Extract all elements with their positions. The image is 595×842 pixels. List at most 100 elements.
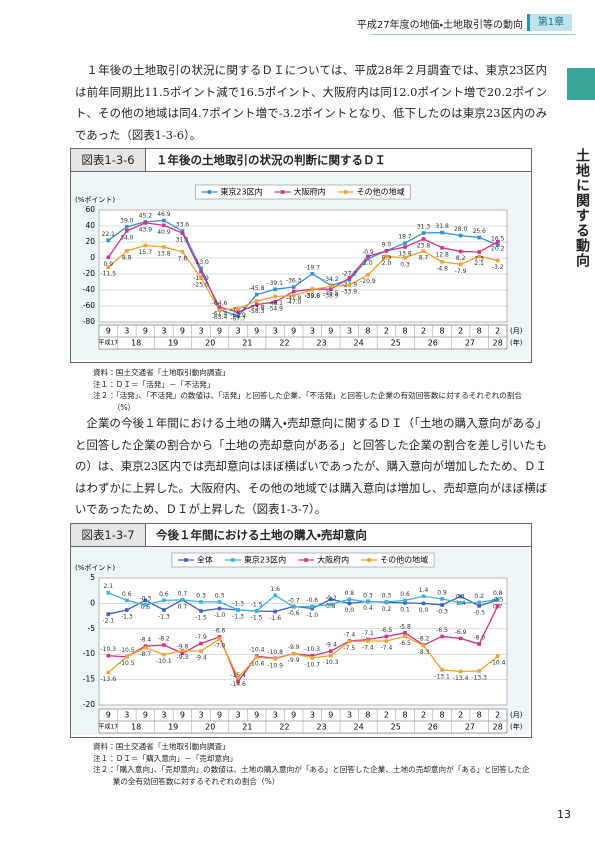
- year-label: 19: [168, 339, 178, 348]
- data-point: [199, 609, 203, 613]
- data-point: [421, 231, 426, 235]
- data-point: [217, 308, 222, 313]
- data-label: 2.0: [382, 260, 392, 267]
- data-point: [421, 237, 426, 241]
- data-point: [495, 654, 500, 659]
- data-label: -1.3: [158, 614, 170, 621]
- data-point: [273, 593, 277, 598]
- data-point: [366, 272, 370, 277]
- legend-label: その他の地域: [380, 555, 428, 565]
- data-label: 9.0: [382, 241, 392, 248]
- data-label: 28.0: [454, 226, 468, 233]
- data-label: 15.7: [139, 249, 153, 256]
- data-label: -19.7: [305, 264, 321, 271]
- data-label: 0.3: [400, 261, 410, 268]
- year-label: 25: [391, 723, 401, 732]
- data-point: [125, 249, 129, 253]
- year-label: 21: [242, 723, 252, 732]
- data-label: 7.5: [474, 256, 484, 263]
- y-tick-label: -10: [83, 649, 95, 658]
- data-point: [384, 254, 389, 259]
- data-label: -1.0: [306, 612, 318, 619]
- data-label: -8.0: [473, 635, 485, 642]
- data-label: 0.8: [493, 590, 503, 597]
- year-label: 18: [131, 723, 141, 732]
- series-line: [108, 592, 498, 612]
- data-label: -9.4: [325, 642, 337, 649]
- data-label: -25.0: [193, 282, 209, 289]
- data-label: 39.0: [120, 217, 134, 224]
- data-label: 43.9: [139, 226, 153, 233]
- x-tick-label: 3: [273, 711, 278, 720]
- year-label: 22: [279, 723, 289, 732]
- data-label: 0.2: [382, 606, 392, 613]
- data-point: [125, 229, 129, 233]
- data-label: -5.8: [399, 623, 411, 630]
- data-point: [236, 306, 240, 311]
- note: 注２：「購入意向」、「売却意向」の数値は、土地の購入意向が「ある」と回答した企業…: [93, 765, 530, 786]
- data-point: [495, 604, 500, 608]
- figure-header: 図表1-3-6 １年後の土地取引の状況の判断に関するＤＩ: [71, 149, 531, 172]
- data-point: [254, 299, 259, 303]
- data-label: -27.2: [342, 270, 358, 277]
- x-tick-label: 8: [440, 711, 445, 720]
- data-point: [162, 598, 166, 603]
- legend: 全体 東京23区内 大阪府内 その他の地域: [171, 552, 435, 568]
- data-label: 40.9: [157, 229, 171, 236]
- data-point: [236, 608, 240, 612]
- year-label: 21: [242, 339, 252, 348]
- data-label: 16.5: [491, 235, 505, 242]
- x-tick-label: 2: [421, 327, 426, 336]
- data-point: [477, 642, 481, 646]
- data-label: 0.3: [382, 592, 392, 599]
- x-tick-label: 2: [384, 711, 389, 720]
- notes: 資料：国土交通省「土地取引動向調査」 注１：ＤＩ＝「活発」－「不活発」 注２：「…: [93, 367, 533, 413]
- data-point: [329, 597, 333, 602]
- year-label: 18: [131, 339, 141, 348]
- data-label: -1.5: [251, 602, 263, 609]
- y-tick-label: -20: [83, 269, 95, 278]
- y-tick-label: -40: [83, 285, 95, 294]
- data-point: [125, 654, 129, 659]
- page-number: 13: [557, 808, 571, 821]
- figure-number: 図表1-3-6: [71, 149, 146, 171]
- x-tick-label: 9: [106, 711, 111, 720]
- data-point: [162, 643, 166, 647]
- data-point: [180, 231, 185, 235]
- data-point: [180, 648, 185, 653]
- data-label: -6.5: [381, 627, 393, 634]
- data-point: [477, 250, 481, 254]
- data-label: -1.5: [195, 615, 207, 622]
- data-point: [291, 289, 296, 294]
- year-label: 24: [354, 723, 364, 732]
- data-label: 0.6: [141, 604, 151, 611]
- data-label: -54.9: [267, 305, 283, 312]
- data-label: 8.8: [122, 254, 132, 261]
- data-label: -15.4: [230, 672, 246, 679]
- data-label: 0.0: [345, 607, 355, 614]
- data-point: [106, 653, 111, 658]
- x-tick-label: 3: [310, 711, 315, 720]
- legend-marker: [231, 558, 235, 562]
- data-point: [217, 635, 222, 639]
- data-point: [366, 600, 370, 604]
- data-point: [421, 601, 426, 606]
- data-label: -0.5: [492, 596, 504, 603]
- year-label: 19: [168, 723, 178, 732]
- data-point: [440, 603, 444, 607]
- figure-title: 今後１年間における土地の購入・売却意向: [156, 528, 367, 542]
- x-tick-label: 8: [402, 327, 407, 336]
- data-point: [310, 653, 315, 658]
- data-label: -72.7: [230, 307, 246, 314]
- data-point: [477, 604, 481, 608]
- x-tick-label: 2: [458, 327, 463, 336]
- data-label: -10.7: [305, 661, 321, 668]
- x-tick-label: 9: [106, 327, 111, 336]
- legend: 東京23区内 大阪府内 その他の地域: [195, 184, 411, 200]
- data-label: -1.0: [214, 612, 226, 619]
- data-point: [162, 608, 166, 612]
- data-point: [477, 600, 481, 605]
- legend-marker: [280, 190, 285, 194]
- data-label: 7.8: [178, 255, 188, 262]
